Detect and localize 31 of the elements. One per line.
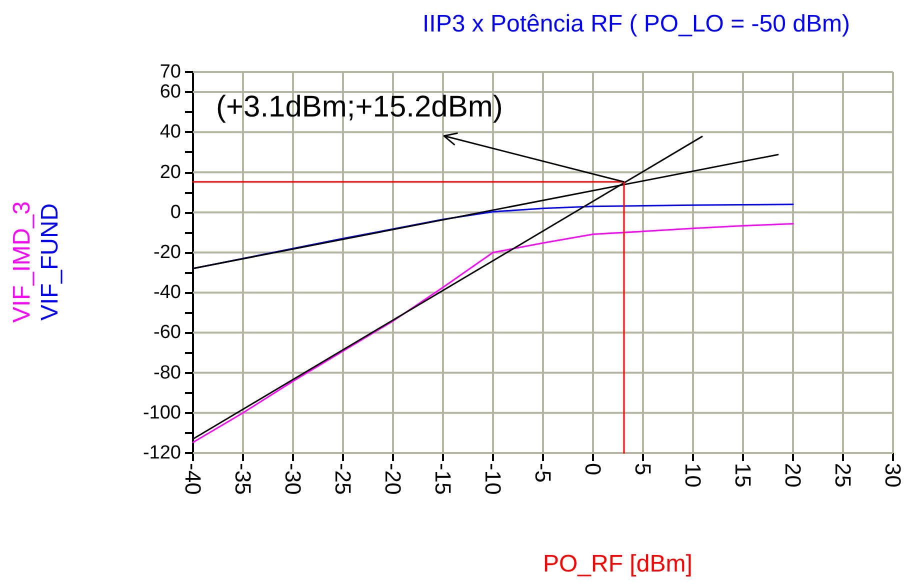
x-tick-label: -20 xyxy=(380,463,406,495)
y-tick-label: -40 xyxy=(154,282,181,304)
x-tick-label: 15 xyxy=(730,463,756,488)
text: VIF_IMD_3 xyxy=(8,201,36,323)
y-tick-label: -100 xyxy=(142,402,181,424)
x-tick-label: 0 xyxy=(580,463,606,476)
y-tick-label: 60 xyxy=(160,82,181,103)
y-tick-label: 20 xyxy=(160,162,181,183)
x-tick-label: -25 xyxy=(330,463,356,495)
x-axis-title: PO_RF [dBm] xyxy=(542,550,692,578)
x-tick-label: -40 xyxy=(180,463,206,495)
y-tick-label: 0 xyxy=(170,202,181,223)
x-tick-label: -10 xyxy=(480,463,506,495)
x-tick-label: 25 xyxy=(830,463,856,488)
x-tick-label: 5 xyxy=(630,463,656,476)
y-tick-label: 40 xyxy=(160,122,181,143)
x-tick-label: 30 xyxy=(880,463,906,488)
chart-title: IIP3 x Potência RF ( PO_LO = -50 dBm) xyxy=(422,10,850,38)
y-tick-label: 70 xyxy=(160,62,181,82)
text: VIF_FUND xyxy=(36,203,64,321)
y-tick-label: -80 xyxy=(154,362,181,384)
y-tick-label: -60 xyxy=(154,322,181,344)
annotation: (+3.1dBm;+15.2dBm) xyxy=(216,90,503,124)
x-tick-label: 10 xyxy=(680,463,706,488)
y-tick-label: -20 xyxy=(154,242,181,263)
x-tick-label: -15 xyxy=(430,463,456,495)
x-tick-label: -5 xyxy=(530,463,556,483)
x-tick-label: -35 xyxy=(230,463,256,495)
x-tick-label: 20 xyxy=(780,463,806,488)
x-tick-label: -30 xyxy=(280,463,306,495)
y-tick-label: -120 xyxy=(142,442,181,464)
